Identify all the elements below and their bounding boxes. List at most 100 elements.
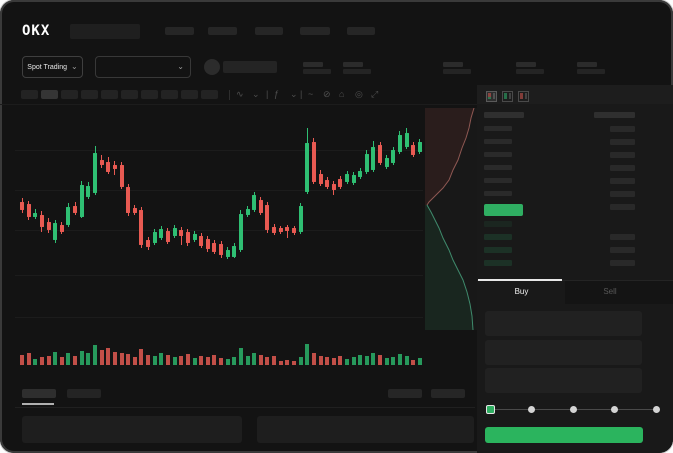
timeframe-button[interactable] xyxy=(41,90,58,99)
orderbook-bid-row[interactable] xyxy=(484,221,512,227)
volume-bar xyxy=(397,354,402,365)
pair-selector-dropdown[interactable]: ⌄ xyxy=(95,56,191,78)
volume-bar xyxy=(305,344,310,365)
bottom-right-placeholder[interactable] xyxy=(388,389,422,398)
candle-body xyxy=(73,206,78,213)
slider-stop-dot[interactable] xyxy=(652,406,660,413)
book-combined-icon[interactable] xyxy=(486,89,497,102)
volume-bar xyxy=(39,357,44,365)
tab-sell[interactable]: Sell xyxy=(603,287,617,296)
volume-bar xyxy=(225,359,230,365)
volume-bar xyxy=(272,356,277,365)
market-type-dropdown[interactable]: Spot Trading ⌄ xyxy=(22,56,83,78)
book-asks-icon[interactable] xyxy=(518,89,529,102)
timeframe-button[interactable] xyxy=(201,90,218,99)
candle-body xyxy=(20,202,24,210)
orderbook-last-price-bar[interactable] xyxy=(484,204,523,216)
style-chevron-icon[interactable]: ⌄ xyxy=(252,89,260,99)
orderbook-ask-row[interactable] xyxy=(484,191,512,196)
candle-body xyxy=(46,222,51,230)
candle-body xyxy=(53,223,58,240)
candle-body xyxy=(325,180,330,187)
candle-body xyxy=(119,165,124,187)
indicators-icon[interactable]: ƒ xyxy=(274,89,280,99)
candle-body xyxy=(26,204,31,217)
bottom-tab-active-placeholder[interactable] xyxy=(22,389,56,398)
active-tab-indicator xyxy=(478,279,562,281)
bottom-tab-placeholder[interactable] xyxy=(67,389,101,398)
orderbook-bid-row[interactable] xyxy=(484,234,512,240)
buy-button[interactable] xyxy=(485,427,643,443)
header-title-placeholder xyxy=(70,24,140,39)
settings-icon[interactable]: ◎ xyxy=(355,89,363,99)
orderbook-bid-row[interactable] xyxy=(484,247,512,253)
candle-body xyxy=(66,207,71,225)
orderbook-ask-row[interactable] xyxy=(484,152,512,157)
slider-stop-dot[interactable] xyxy=(569,406,577,413)
volume-bar xyxy=(165,355,170,365)
tabbar-divider xyxy=(477,280,673,281)
timeframe-button[interactable] xyxy=(81,90,98,99)
nav-item-placeholder[interactable] xyxy=(255,27,283,35)
slider-stop-dot[interactable] xyxy=(611,406,618,413)
divider2-icon[interactable]: | xyxy=(300,89,303,99)
volume-bar xyxy=(384,358,389,365)
candle-body xyxy=(351,175,356,183)
order-input-field[interactable] xyxy=(485,340,642,365)
candle-wick xyxy=(180,227,182,245)
timeframe-button[interactable] xyxy=(21,90,38,99)
timeframe-button[interactable] xyxy=(121,90,138,99)
volume-bar xyxy=(232,357,237,365)
volume-bar xyxy=(345,359,349,365)
orderbook-bid-row[interactable] xyxy=(484,260,512,266)
bottom-right-placeholder[interactable] xyxy=(431,389,465,398)
candle-body xyxy=(232,246,237,257)
line-tool-icon[interactable]: ~ xyxy=(308,89,314,99)
book-bids-icon[interactable] xyxy=(502,89,513,102)
order-input-field[interactable] xyxy=(485,368,642,393)
slider-stop-dot[interactable] xyxy=(528,406,535,413)
camera-icon[interactable]: ⌂ xyxy=(339,89,345,99)
nav-item-placeholder[interactable] xyxy=(347,27,375,35)
timeframe-button[interactable] xyxy=(101,90,118,99)
divider-icon[interactable]: | xyxy=(266,89,269,99)
timeframe-button[interactable] xyxy=(61,90,78,99)
ticker-stat-value xyxy=(343,69,371,74)
candle-body xyxy=(298,206,303,232)
timeframe-button[interactable] xyxy=(181,90,198,99)
ticker-stat-value xyxy=(443,69,471,74)
candle-style-icon[interactable]: ∿ xyxy=(236,89,244,99)
candle-body xyxy=(378,145,382,163)
timeframe-button[interactable] xyxy=(141,90,158,99)
nav-item-placeholder[interactable] xyxy=(208,27,237,35)
orderbook-right-cell xyxy=(610,234,635,240)
tab-buy[interactable]: Buy xyxy=(514,287,529,296)
volume-bar xyxy=(292,361,296,365)
volume-bar xyxy=(20,355,24,365)
chevron-down-icon: ⌄ xyxy=(177,62,184,71)
orderbook-ask-row[interactable] xyxy=(484,126,512,131)
market-type-label: Spot Trading xyxy=(27,63,67,71)
volume-bar xyxy=(139,349,144,365)
slider-handle[interactable] xyxy=(485,405,495,414)
orderbook-ask-row[interactable] xyxy=(484,139,512,144)
ticker-stat-label xyxy=(577,62,597,67)
nav-item-placeholder[interactable] xyxy=(165,27,194,35)
bottom-divider xyxy=(15,407,475,408)
indicators-chevron-icon[interactable]: ⌄ xyxy=(290,89,298,99)
timeframe-button[interactable] xyxy=(161,90,178,99)
order-input-field[interactable] xyxy=(485,311,642,336)
orderbook-ask-row[interactable] xyxy=(484,165,512,170)
orderbook-ask-row[interactable] xyxy=(484,178,512,183)
nav-item-placeholder[interactable] xyxy=(300,27,330,35)
candle-body xyxy=(212,243,217,252)
candle-body xyxy=(338,179,343,187)
toolbar-divider xyxy=(229,90,230,100)
expand-icon[interactable]: ⤢ xyxy=(371,89,379,99)
ticker-stat-value xyxy=(516,69,544,74)
brush-tool-icon[interactable]: ⊘ xyxy=(323,89,331,99)
